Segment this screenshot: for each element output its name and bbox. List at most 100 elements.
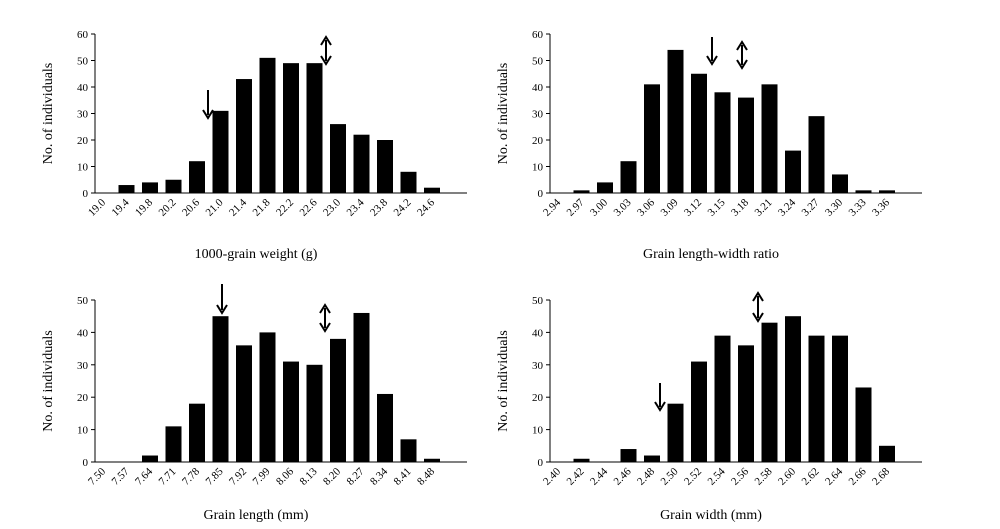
bar <box>785 316 801 462</box>
bar <box>330 124 346 193</box>
x-tick-label: 3.12 <box>682 197 704 219</box>
x-tick-label: 3.27 <box>800 196 822 218</box>
x-tick-label: 3.09 <box>659 196 681 218</box>
y-axis-label: No. of individuals <box>41 63 56 165</box>
bar <box>306 63 323 194</box>
arrow-head <box>752 312 764 323</box>
y-tick-label: 50 <box>532 295 544 307</box>
bar <box>738 97 754 193</box>
y-tick-label: 30 <box>532 109 544 121</box>
bar <box>306 364 323 462</box>
bar <box>212 316 229 462</box>
bar <box>189 403 205 462</box>
x-tick-label: 2.52 <box>682 466 704 488</box>
bar <box>691 361 707 462</box>
bar <box>620 161 637 193</box>
arrow-head <box>736 59 748 70</box>
bar <box>597 182 613 193</box>
x-tick-label: 22.6 <box>298 196 320 218</box>
x-tick-label: 2.58 <box>753 465 775 487</box>
y-tick-label: 60 <box>77 29 89 41</box>
x-tick-label: 7.64 <box>133 465 155 487</box>
bar <box>424 187 440 193</box>
x-tick-label: 2.56 <box>729 465 751 487</box>
arrow-head <box>202 109 214 120</box>
x-tick-label: 21.4 <box>227 196 249 218</box>
y-tick-label: 20 <box>77 135 89 147</box>
bar <box>283 63 299 194</box>
x-axis-label: Grain length-width ratio <box>643 247 779 262</box>
x-tick-label: 3.00 <box>588 196 610 218</box>
y-tick-label: 30 <box>77 109 89 121</box>
bar <box>855 190 872 193</box>
y-tick-label: 10 <box>532 425 544 437</box>
x-tick-label: 24.6 <box>415 196 437 218</box>
bar <box>644 455 660 462</box>
arrow-head <box>654 401 666 412</box>
x-tick-label: 2.46 <box>612 465 634 487</box>
y-tick-label: 50 <box>77 295 89 307</box>
x-tick-label: 21.0 <box>204 196 226 218</box>
x-tick-label: 24.2 <box>392 197 414 219</box>
bar <box>424 458 440 462</box>
x-tick-label: 7.78 <box>180 465 202 487</box>
bar <box>620 449 637 462</box>
bar <box>142 455 158 462</box>
y-tick-label: 20 <box>532 392 544 404</box>
x-tick-label: 22.2 <box>274 197 296 219</box>
x-tick-label: 7.50 <box>86 465 108 487</box>
bar <box>785 150 801 193</box>
bar <box>400 171 417 193</box>
arrow-head <box>320 55 332 66</box>
y-tick-label: 0 <box>83 188 89 200</box>
y-axis-label: No. of individuals <box>41 330 56 432</box>
bar <box>879 445 895 462</box>
y-tick-label: 0 <box>538 188 544 200</box>
bar <box>644 84 660 193</box>
bar <box>165 426 182 462</box>
x-tick-label: 2.94 <box>541 196 563 218</box>
y-tick-label: 10 <box>77 425 89 437</box>
x-tick-label: 23.0 <box>321 196 343 218</box>
x-tick-label: 8.27 <box>345 465 367 487</box>
x-tick-label: 2.64 <box>823 465 845 487</box>
y-tick-label: 10 <box>77 162 89 174</box>
x-tick-label: 8.06 <box>274 465 296 487</box>
x-tick-label: 23.4 <box>345 196 367 218</box>
x-tick-label: 2.44 <box>588 465 610 487</box>
x-tick-label: 2.50 <box>659 465 681 487</box>
bar <box>879 190 895 193</box>
x-tick-label: 2.42 <box>565 466 587 488</box>
x-tick-label: 23.8 <box>368 196 390 218</box>
bar <box>855 387 872 462</box>
x-tick-label: 2.68 <box>870 465 892 487</box>
x-tick-label: 3.15 <box>706 196 728 218</box>
x-axis-label: Grain length (mm) <box>204 508 309 523</box>
arrow-head <box>320 35 332 46</box>
y-tick-label: 30 <box>532 360 544 372</box>
x-tick-label: 2.40 <box>541 465 563 487</box>
x-tick-label: 7.71 <box>157 466 179 488</box>
arrow-head <box>752 291 764 302</box>
bar <box>236 79 252 193</box>
bar <box>212 110 229 193</box>
bar <box>353 312 370 462</box>
arrow-head <box>319 322 331 333</box>
x-tick-label: 8.41 <box>392 466 414 488</box>
x-tick-label: 3.24 <box>776 196 798 218</box>
x-tick-label: 2.62 <box>800 466 822 488</box>
arrow-head <box>736 40 748 51</box>
x-tick-label: 7.57 <box>110 465 132 487</box>
y-tick-label: 20 <box>532 135 544 147</box>
bar <box>283 361 299 462</box>
bar <box>832 335 848 462</box>
x-tick-label: 2.60 <box>776 465 798 487</box>
y-tick-label: 30 <box>77 360 89 372</box>
y-axis-label: No. of individuals <box>496 63 511 165</box>
x-tick-label: 2.54 <box>706 465 728 487</box>
y-axis-label: No. of individuals <box>496 330 511 432</box>
x-tick-label: 3.18 <box>729 196 751 218</box>
x-tick-label: 3.06 <box>635 196 657 218</box>
y-tick-label: 50 <box>77 56 89 68</box>
x-tick-label: 7.85 <box>204 465 226 487</box>
